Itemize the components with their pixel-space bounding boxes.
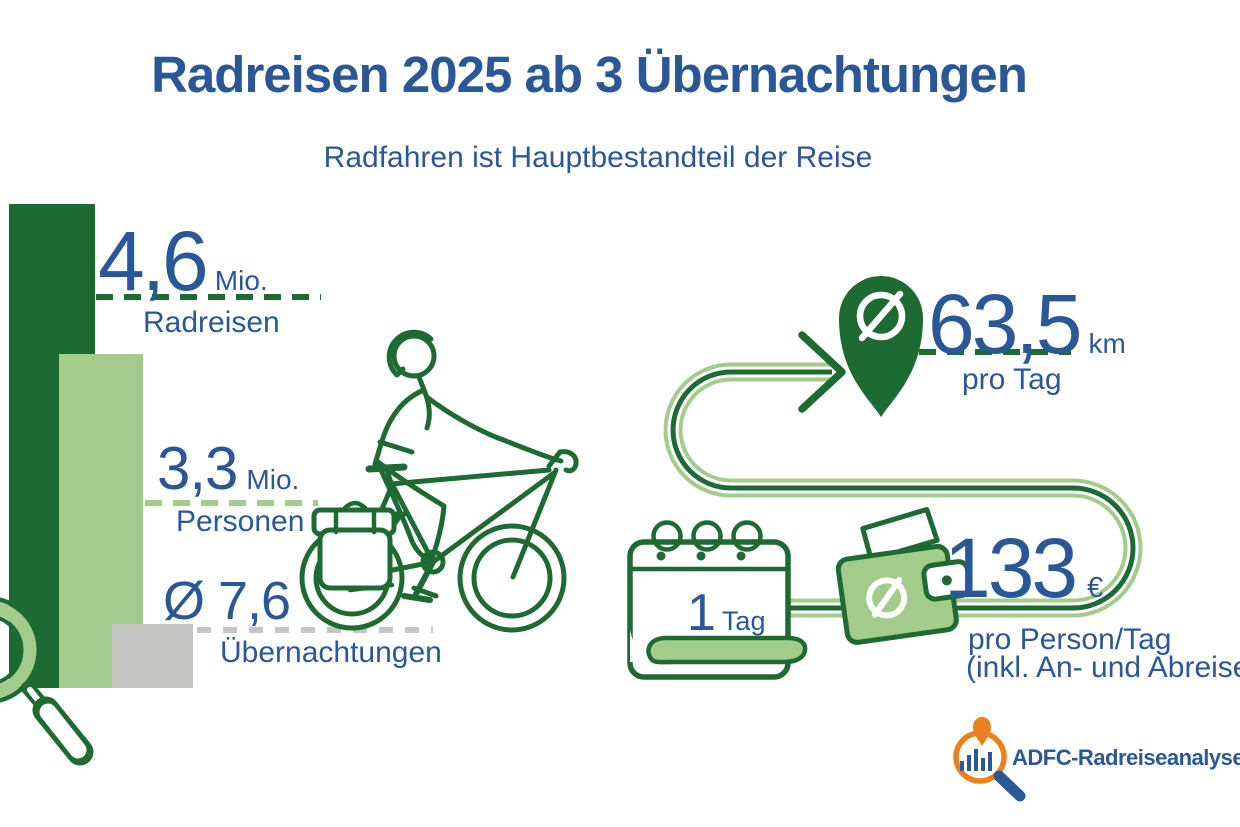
stat-dauer-value: 1 Tag xyxy=(687,584,766,642)
page-title: Radreisen 2025 ab 3 Übernachtungen xyxy=(151,46,1028,103)
arrow-right-icon xyxy=(798,331,846,413)
diameter-symbol xyxy=(866,576,908,619)
calendar-rings xyxy=(651,520,763,552)
calendar-page-curl xyxy=(646,635,808,665)
stat-distanz-value: 63,5 km xyxy=(928,277,1126,371)
diameter-symbol xyxy=(856,290,906,342)
bar-chart xyxy=(9,204,433,688)
stat-distanz-label: pro Tag xyxy=(962,363,1062,396)
magnifier-icon xyxy=(0,597,94,766)
adfc-logo-icon xyxy=(953,717,1026,802)
stat-personen-label: Personen xyxy=(176,505,305,538)
logo-pin xyxy=(973,717,991,746)
page-subtitle: Radfahren ist Hauptbestandteil der Reise xyxy=(323,141,873,174)
calendar-icon xyxy=(627,520,808,680)
stat-kosten-label-2: (inkl. An- und Abreise) xyxy=(966,651,1240,684)
banknote xyxy=(860,506,940,563)
stat-uebernachtungen-value: Ø 7,6 xyxy=(163,571,291,631)
cyclist-icon xyxy=(299,329,579,633)
location-pin-icon xyxy=(839,276,923,417)
stat-uebernachtungen-label: Übernachtungen xyxy=(220,636,442,669)
wallet-icon xyxy=(835,506,973,645)
stat-kosten-label-1: pro Person/Tag xyxy=(968,623,1172,656)
bar-uebernachtungen xyxy=(112,624,193,688)
logo-label: ADFC-Radreiseanalyse xyxy=(1012,745,1240,770)
stat-kosten-value: 133 € xyxy=(944,521,1104,615)
stat-radreisen-value: 4,6 Mio. xyxy=(98,214,268,308)
route-path xyxy=(642,331,1143,618)
stat-radreisen-label: Radreisen xyxy=(143,306,280,339)
stat-personen-value: 3,3 Mio. xyxy=(157,435,300,502)
